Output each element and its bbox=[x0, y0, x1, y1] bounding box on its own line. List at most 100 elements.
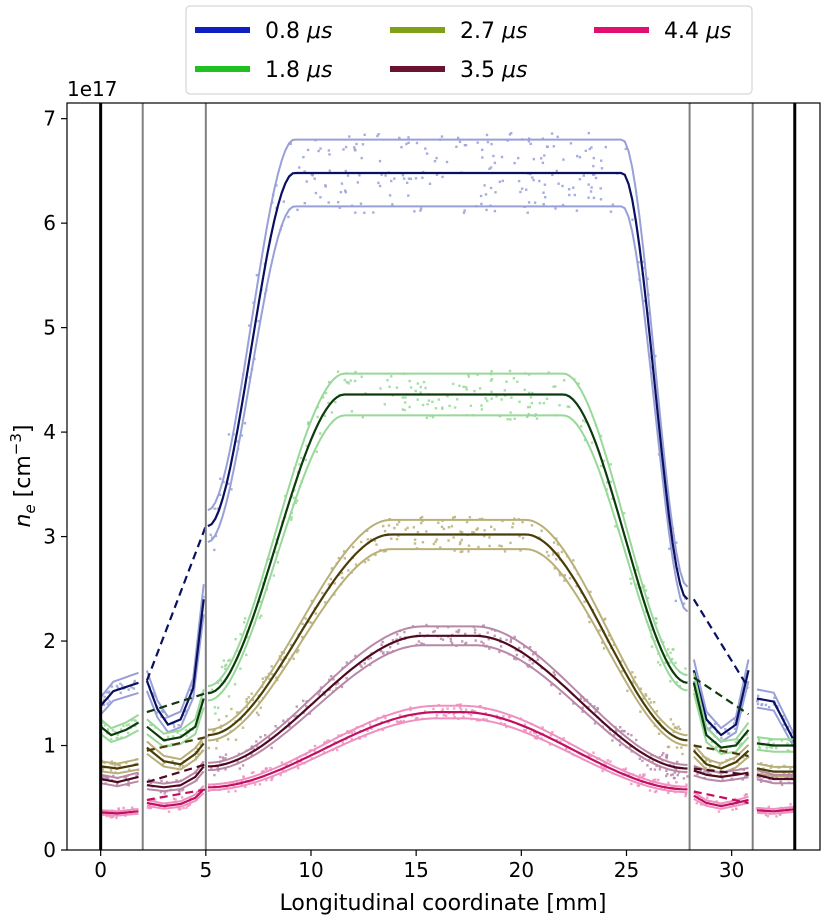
scatter-point bbox=[631, 218, 634, 221]
scatter-point bbox=[473, 710, 477, 713]
scatter-point bbox=[426, 403, 429, 406]
upper-band-line bbox=[207, 518, 688, 737]
scatter-point bbox=[533, 201, 537, 204]
scatter-point bbox=[359, 664, 362, 667]
scatter-point bbox=[293, 496, 296, 500]
scatter-point bbox=[308, 620, 311, 624]
scatter-point bbox=[270, 777, 274, 780]
scatter-point bbox=[759, 780, 763, 783]
scatter-point bbox=[110, 685, 114, 688]
scatter-point bbox=[327, 201, 330, 204]
scatter-point bbox=[216, 681, 220, 685]
scatter-point bbox=[612, 734, 616, 737]
scatter-point bbox=[579, 697, 582, 701]
scatter-point bbox=[377, 181, 380, 185]
scatter-point bbox=[784, 728, 787, 731]
scatter-point bbox=[471, 531, 474, 534]
scatter-point bbox=[102, 703, 106, 707]
scatter-point bbox=[623, 768, 627, 772]
scatter-point bbox=[523, 729, 526, 732]
scatter-point bbox=[789, 767, 792, 770]
scatter-point bbox=[447, 526, 451, 529]
scatter-point bbox=[326, 739, 329, 742]
scatter-point bbox=[302, 699, 305, 703]
scatter-point bbox=[176, 731, 179, 734]
scatter-point bbox=[498, 544, 501, 547]
scatter-point bbox=[146, 806, 150, 809]
legend-label: 1.8 μs bbox=[265, 58, 332, 83]
scatter-point bbox=[527, 201, 531, 204]
scatter-point bbox=[730, 777, 733, 780]
scatter-point bbox=[648, 789, 652, 792]
scatter-point bbox=[127, 784, 131, 787]
scatter-point bbox=[672, 764, 675, 767]
scatter-point bbox=[413, 542, 417, 545]
scatter-point bbox=[324, 391, 328, 395]
scatter-point bbox=[534, 651, 537, 654]
scatter-point bbox=[255, 274, 259, 277]
scatter-point bbox=[254, 783, 257, 786]
scatter-point bbox=[270, 746, 273, 750]
legend-unit: μs bbox=[306, 58, 332, 83]
mid-segment-mean bbox=[146, 765, 205, 789]
scatter-point bbox=[480, 202, 483, 206]
scatter-point bbox=[290, 516, 293, 519]
scatter-point bbox=[526, 406, 530, 409]
scatter-point bbox=[353, 148, 357, 151]
scatter-point bbox=[433, 630, 436, 633]
scatter-point bbox=[433, 160, 437, 163]
scatter-point bbox=[200, 741, 203, 744]
scatter-point bbox=[529, 396, 533, 399]
scatter-point bbox=[518, 646, 521, 650]
scatter-point bbox=[474, 639, 477, 642]
scatter-point bbox=[275, 184, 278, 187]
left-segment-upper bbox=[100, 771, 139, 780]
scatter-point bbox=[525, 188, 528, 191]
scatter-point bbox=[274, 725, 277, 728]
scatter-point bbox=[333, 593, 336, 596]
scatter-point bbox=[517, 156, 520, 160]
y-tick-label: 1 bbox=[43, 734, 56, 758]
scatter-point bbox=[758, 745, 761, 748]
scatter-point bbox=[768, 745, 771, 748]
scatter-point bbox=[446, 395, 449, 398]
scatter-point bbox=[290, 518, 293, 521]
scatter-point bbox=[264, 734, 267, 737]
scatter-point bbox=[464, 632, 467, 636]
scatter-point bbox=[622, 768, 625, 771]
scatter-point bbox=[563, 574, 566, 577]
scatter-point bbox=[421, 176, 424, 179]
scatter-point bbox=[758, 740, 761, 743]
scatter-point bbox=[284, 764, 288, 767]
scatter-point bbox=[130, 686, 133, 689]
scatter-point bbox=[551, 173, 554, 177]
scatter-point bbox=[304, 617, 307, 620]
scatter-point bbox=[259, 735, 262, 739]
scatter-point bbox=[452, 536, 455, 539]
scatter-points bbox=[99, 515, 796, 779]
scatter-point bbox=[679, 786, 682, 790]
scatter-point bbox=[106, 728, 110, 731]
scatter-point bbox=[575, 209, 579, 212]
scatter-point bbox=[482, 624, 485, 627]
scatter-point bbox=[279, 773, 282, 777]
scatter-point bbox=[216, 739, 219, 742]
scatter-point bbox=[552, 145, 555, 148]
scatter-point bbox=[354, 211, 357, 214]
right-segment-upper bbox=[693, 744, 750, 765]
scatter-point bbox=[315, 450, 318, 453]
scatter-point bbox=[536, 658, 540, 661]
dashed-extrapolation bbox=[146, 763, 207, 784]
scatter-point bbox=[367, 657, 370, 661]
scatter-point bbox=[215, 747, 218, 750]
scatter-point bbox=[505, 638, 508, 642]
scatter-point bbox=[486, 399, 489, 403]
scatter-point bbox=[382, 524, 385, 528]
scatter-point bbox=[682, 777, 686, 780]
scatter-point bbox=[669, 680, 672, 683]
scatter-point bbox=[529, 730, 532, 734]
scatter-point bbox=[581, 710, 584, 713]
scatter-point bbox=[718, 764, 721, 767]
scatter-point bbox=[328, 688, 331, 691]
scatter-point bbox=[678, 727, 682, 731]
